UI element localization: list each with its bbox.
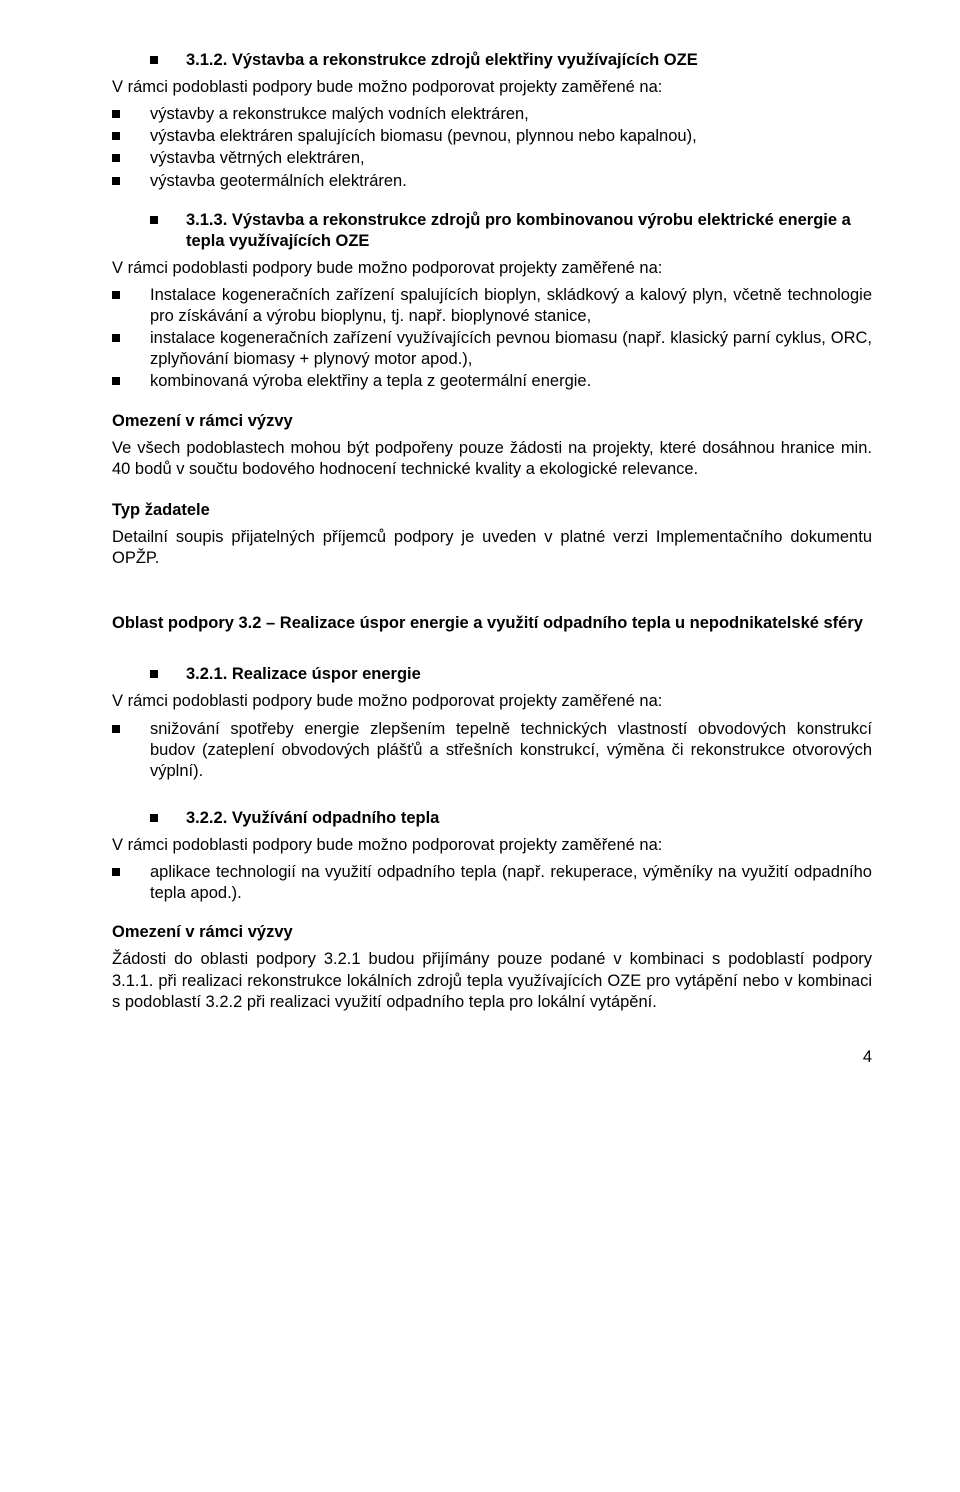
bullet-square-icon bbox=[112, 154, 120, 162]
bullet-square-icon bbox=[112, 334, 120, 342]
intro-322: V rámci podoblasti podpory bude možno po… bbox=[112, 835, 872, 856]
list-item-text: výstavba geotermálních elektráren. bbox=[150, 171, 872, 192]
bullet-square-icon bbox=[112, 132, 120, 140]
bullet-square-icon bbox=[112, 177, 120, 185]
list-item-text: výstavby a rekonstrukce malých vodních e… bbox=[150, 104, 872, 125]
list-item: aplikace technologií na využití odpadníh… bbox=[112, 862, 872, 904]
list-item: snižování spotřeby energie zlepšením tep… bbox=[112, 719, 872, 782]
list-item-text: instalace kogeneračních zařízení využíva… bbox=[150, 328, 872, 370]
heading-322-text: 3.2.2. Využívání odpadního tepla bbox=[186, 808, 439, 829]
list-item-text: snižování spotřeby energie zlepšením tep… bbox=[150, 719, 872, 782]
list-item: Instalace kogeneračních zařízení spalují… bbox=[112, 285, 872, 327]
list-312: výstavby a rekonstrukce malých vodních e… bbox=[112, 104, 872, 191]
list-item-text: kombinovaná výroba elektřiny a tepla z g… bbox=[150, 371, 872, 392]
list-322: aplikace technologií na využití odpadníh… bbox=[112, 862, 872, 904]
heading-312: 3.1.2. Výstavba a rekonstrukce zdrojů el… bbox=[112, 50, 872, 71]
heading-313: 3.1.3. Výstavba a rekonstrukce zdrojů pr… bbox=[112, 210, 872, 252]
heading-area32: Oblast podpory 3.2 – Realizace úspor ene… bbox=[112, 613, 872, 634]
bullet-square-icon bbox=[150, 216, 158, 224]
list-313: Instalace kogeneračních zařízení spalují… bbox=[112, 285, 872, 393]
heading-312-text: 3.1.2. Výstavba a rekonstrukce zdrojů el… bbox=[186, 50, 698, 71]
list-item-text: aplikace technologií na využití odpadníh… bbox=[150, 862, 872, 904]
bullet-square-icon bbox=[112, 377, 120, 385]
heading-limit2: Omezení v rámci výzvy bbox=[112, 922, 872, 943]
list-item: výstavba větrných elektráren, bbox=[112, 148, 872, 169]
heading-313-line1: 3.1.3. Výstavba a rekonstrukce zdrojů pr… bbox=[186, 210, 851, 231]
heading-applicant: Typ žadatele bbox=[112, 500, 872, 521]
heading-limit1: Omezení v rámci výzvy bbox=[112, 411, 872, 432]
list-item-text: výstavba větrných elektráren, bbox=[150, 148, 872, 169]
list-item: výstavba elektráren spalujících biomasu … bbox=[112, 126, 872, 147]
intro-321: V rámci podoblasti podpory bude možno po… bbox=[112, 691, 872, 712]
bullet-square-icon bbox=[112, 868, 120, 876]
list-item-text: výstavba elektráren spalujících biomasu … bbox=[150, 126, 872, 147]
para-limit2: Žádosti do oblasti podpory 3.2.1 budou p… bbox=[112, 949, 872, 1012]
para-limit1: Ve všech podoblastech mohou být podpořen… bbox=[112, 438, 872, 480]
heading-313-line2: tepla využívajících OZE bbox=[186, 231, 851, 252]
para-applicant: Detailní soupis přijatelných příjemců po… bbox=[112, 527, 872, 569]
list-item: výstavba geotermálních elektráren. bbox=[112, 171, 872, 192]
bullet-square-icon bbox=[112, 291, 120, 299]
list-item: instalace kogeneračních zařízení využíva… bbox=[112, 328, 872, 370]
bullet-square-icon bbox=[150, 814, 158, 822]
list-item: kombinovaná výroba elektřiny a tepla z g… bbox=[112, 371, 872, 392]
heading-321-text: 3.2.1. Realizace úspor energie bbox=[186, 664, 421, 685]
heading-321: 3.2.1. Realizace úspor energie bbox=[112, 664, 872, 685]
intro-313: V rámci podoblasti podpory bude možno po… bbox=[112, 258, 872, 279]
list-321: snižování spotřeby energie zlepšením tep… bbox=[112, 719, 872, 782]
intro-312: V rámci podoblasti podpory bude možno po… bbox=[112, 77, 872, 98]
heading-322: 3.2.2. Využívání odpadního tepla bbox=[112, 808, 872, 829]
bullet-square-icon bbox=[150, 670, 158, 678]
list-item: výstavby a rekonstrukce malých vodních e… bbox=[112, 104, 872, 125]
bullet-square-icon bbox=[112, 110, 120, 118]
list-item-text: Instalace kogeneračních zařízení spalují… bbox=[150, 285, 872, 327]
page-number: 4 bbox=[112, 1047, 872, 1068]
bullet-square-icon bbox=[112, 725, 120, 733]
bullet-square-icon bbox=[150, 56, 158, 64]
